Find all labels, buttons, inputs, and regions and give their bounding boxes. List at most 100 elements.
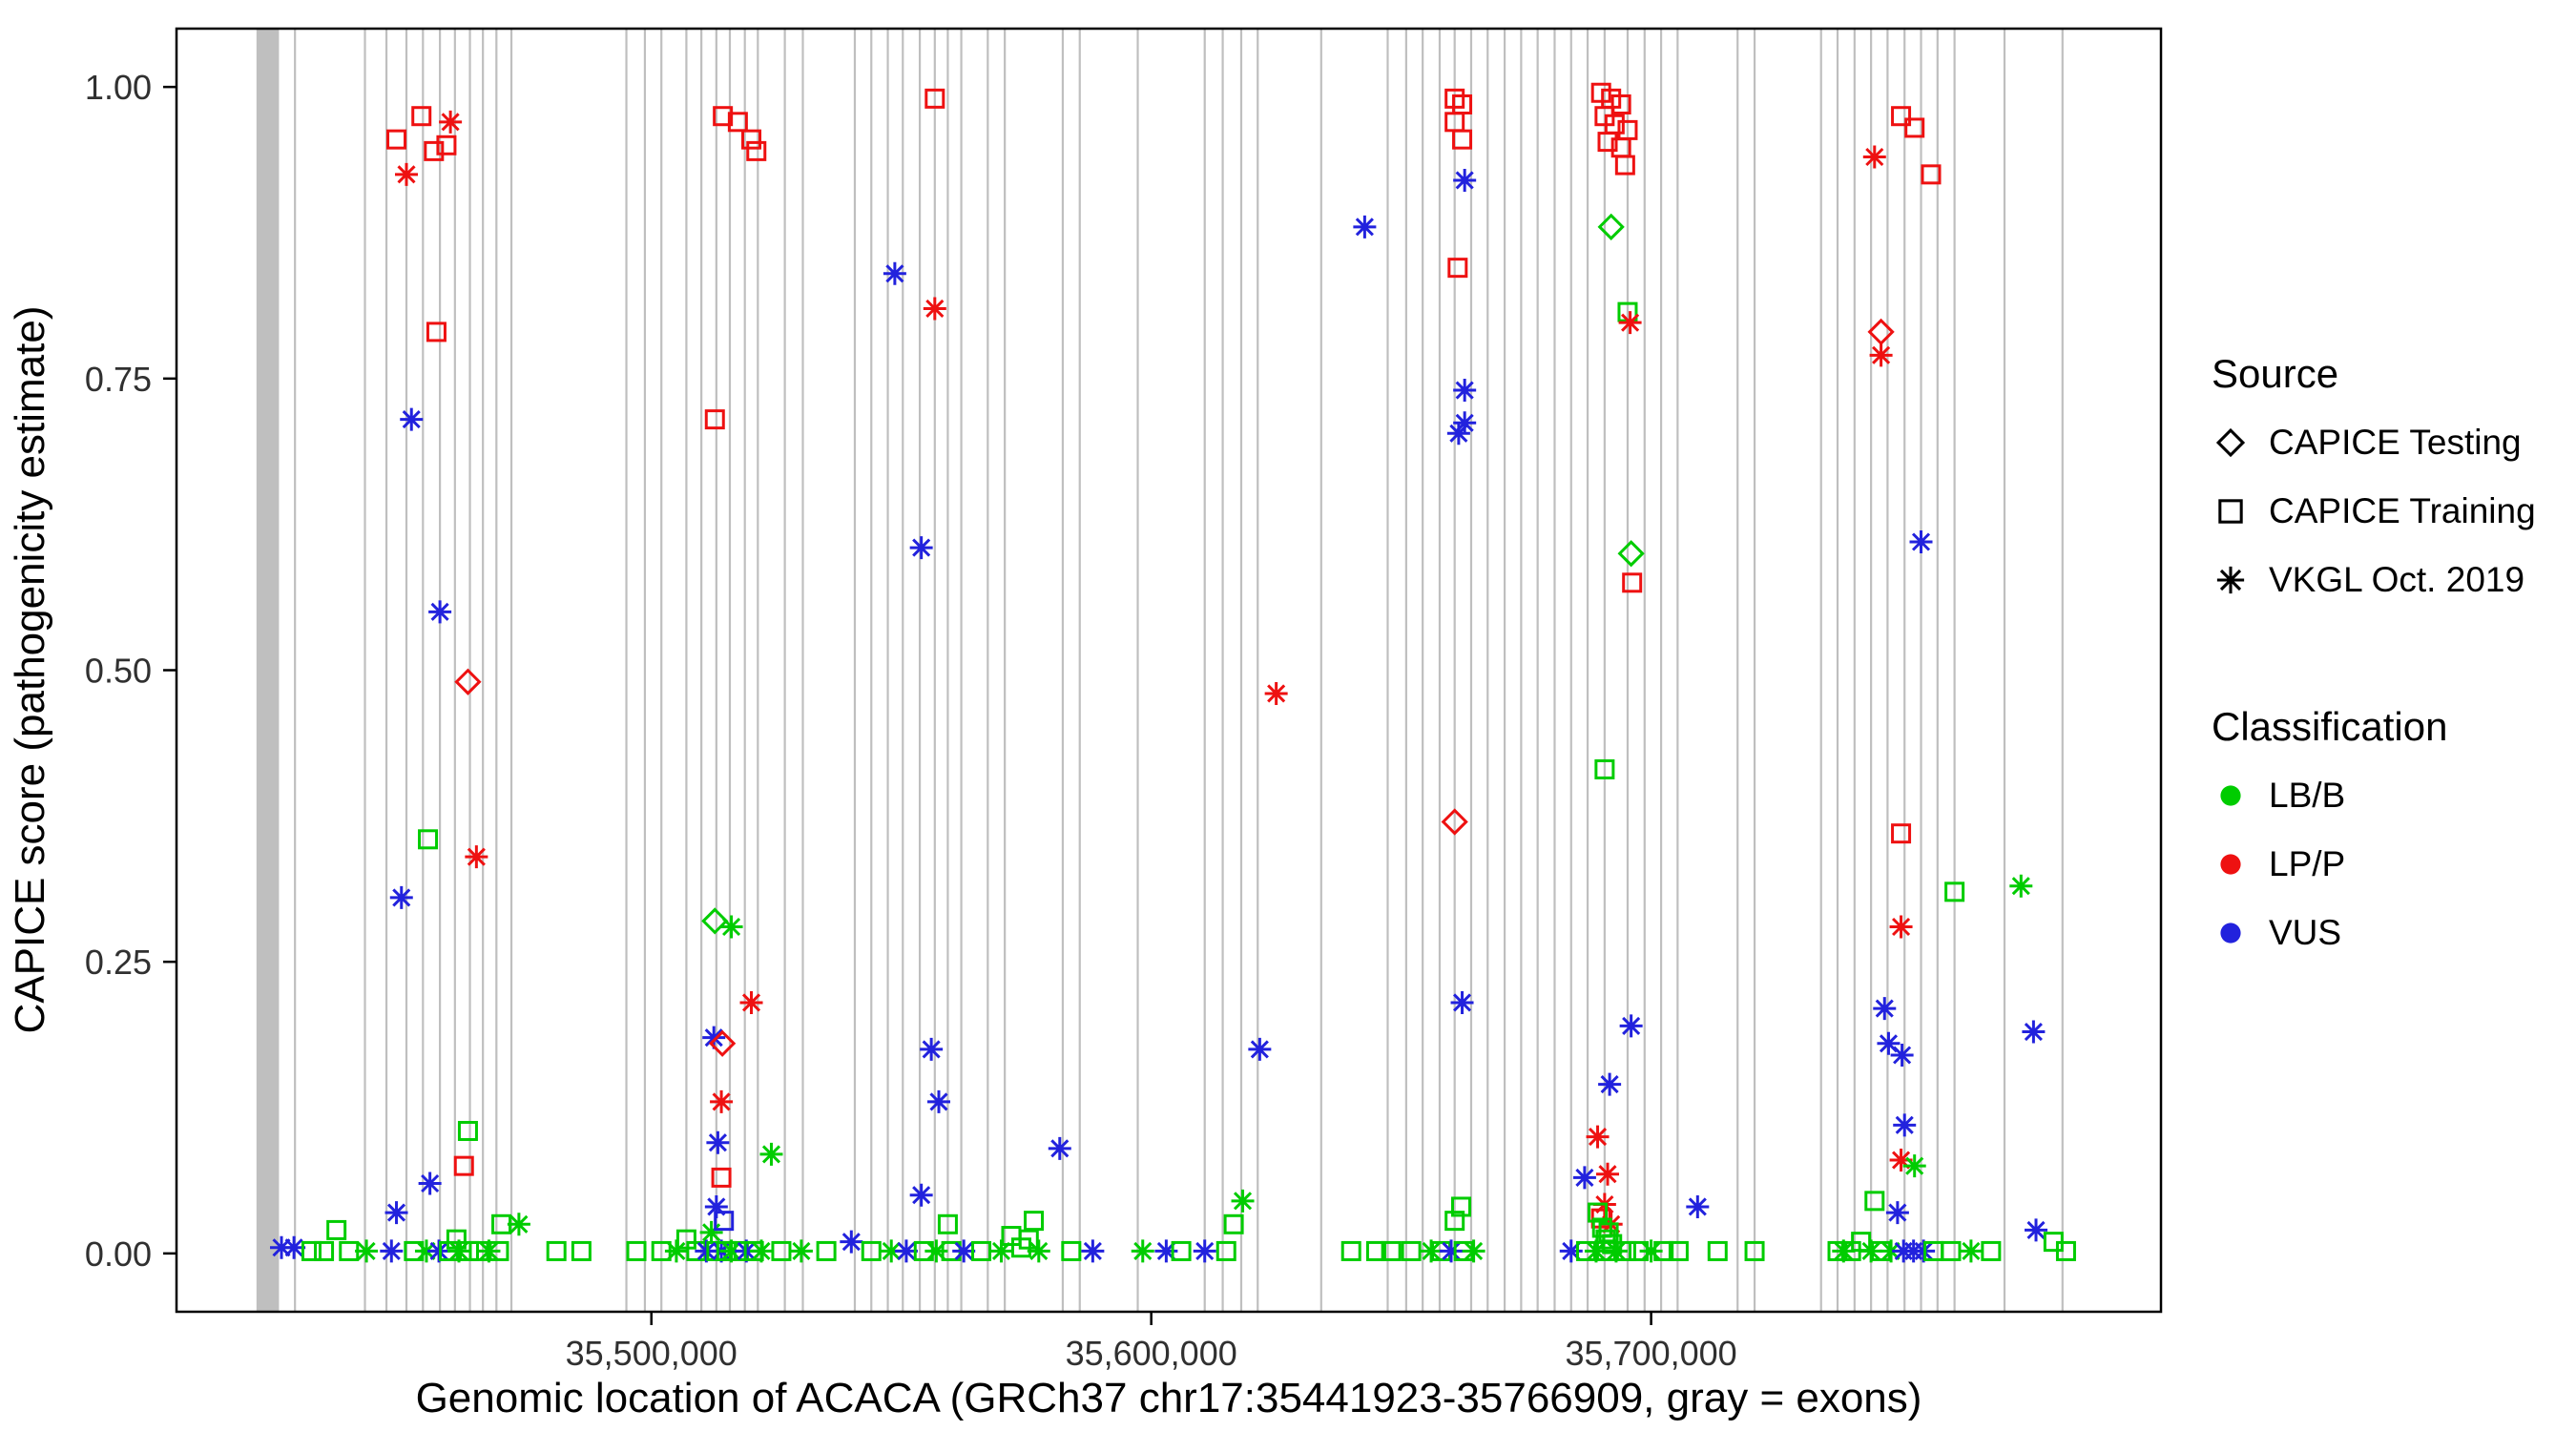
data-point-asterisk [1231, 1189, 1255, 1213]
data-point-asterisk [1889, 1149, 1913, 1172]
legend-source-title: Source [2212, 351, 2339, 396]
legend-item-capice-testing: CAPICE Testing [2212, 422, 2566, 464]
data-point-asterisk [909, 536, 933, 560]
y-tick-label: 0.00 [85, 1234, 152, 1274]
panel-border [175, 27, 2163, 1314]
legend-classification: Classification LB/B LP/P VUS [2212, 704, 2566, 981]
legend-classification-title: Classification [2212, 704, 2448, 749]
data-point-diamond [1441, 808, 1468, 836]
y-tick-label: 0.50 [85, 652, 152, 691]
data-point-square [1668, 1240, 1689, 1261]
data-point-square [1610, 93, 1631, 114]
data-point-asterisk [1154, 1239, 1178, 1263]
data-point-square [1597, 132, 1618, 153]
data-point-square [1450, 1196, 1471, 1217]
data-point-square [771, 1240, 792, 1261]
data-point-asterisk [1453, 379, 1477, 403]
lpp-dot-icon [2220, 854, 2241, 875]
data-point-square [326, 1219, 347, 1240]
legend-item-capice-training: CAPICE Training [2212, 490, 2566, 532]
data-point-asterisk [894, 1239, 918, 1263]
data-point-square [1981, 1240, 2002, 1261]
data-point-asterisk [465, 845, 488, 869]
data-point-asterisk [1248, 1037, 1272, 1061]
data-point-asterisk [920, 1037, 944, 1061]
data-point-diamond [1617, 540, 1645, 568]
data-point-square [711, 1167, 732, 1188]
data-point-square [1061, 1240, 1082, 1261]
data-point-asterisk [395, 162, 419, 186]
data-point-asterisk [924, 1239, 948, 1263]
data-point-asterisk [1048, 1136, 1071, 1160]
data-point-asterisk [355, 1239, 379, 1263]
data-point-asterisk [883, 261, 906, 285]
data-point-asterisk [880, 1239, 904, 1263]
data-point-square [1018, 1229, 1039, 1250]
data-point-square [1904, 117, 1925, 138]
y-tick-label: 0.75 [85, 360, 152, 399]
square-marker-icon [2218, 499, 2243, 524]
data-point-square [1595, 1229, 1616, 1250]
legend-label-capice-training: CAPICE Training [2269, 491, 2536, 530]
data-point-square [1447, 258, 1468, 279]
legend-label-lpp: LP/P [2269, 844, 2346, 883]
data-point-asterisk [759, 1142, 783, 1166]
data-point-asterisk [400, 407, 424, 431]
data-point-asterisk [380, 1239, 404, 1263]
data-point-asterisk [1639, 1239, 1663, 1263]
x-tick-label: 35,700,000 [1565, 1334, 1736, 1373]
data-point-square [2055, 1240, 2076, 1261]
data-point-asterisk [389, 885, 413, 909]
data-point-asterisk [1450, 990, 1474, 1014]
data-point-asterisk [749, 1239, 773, 1263]
legend-label-vus: VUS [2269, 913, 2342, 952]
data-point-asterisk [282, 1235, 306, 1259]
data-point-asterisk [1193, 1239, 1216, 1263]
data-point-asterisk [414, 1239, 438, 1263]
x-axis-title: Genomic location of ACACA (GRCh37 chr17:… [416, 1375, 1922, 1421]
data-point-asterisk [418, 1172, 442, 1195]
data-point-asterisk [428, 600, 452, 624]
data-point-asterisk [702, 1026, 726, 1049]
x-tick-label: 35,500,000 [566, 1334, 737, 1373]
data-point-square [314, 1240, 335, 1261]
data-point-asterisk [1889, 915, 1913, 939]
legend-item-vkgl: VKGL Oct. 2019 [2212, 559, 2566, 601]
data-point-asterisk [1902, 1154, 1926, 1178]
data-point-asterisk [1598, 1072, 1622, 1096]
data-point-square [727, 112, 748, 133]
data-point-square [1864, 1191, 1885, 1212]
data-point-square [704, 409, 725, 430]
data-point-square [1340, 1240, 1361, 1261]
data-point-asterisk [439, 110, 463, 134]
legend-source: Source CAPICE Testing CAPICE Training VK… [2212, 351, 2566, 628]
data-point-diamond [1867, 318, 1895, 346]
legend-item-vus: VUS [2212, 912, 2566, 954]
data-point-asterisk [1862, 145, 1886, 169]
data-point-asterisk [923, 297, 946, 321]
data-point-asterisk [704, 1194, 728, 1218]
data-point-square [1891, 823, 1912, 844]
data-point-asterisk [1893, 1113, 1917, 1137]
y-tick-label: 1.00 [85, 68, 152, 107]
data-point-square [1024, 1211, 1045, 1232]
data-point-asterisk [710, 1089, 734, 1113]
data-point-asterisk [664, 1239, 688, 1263]
data-point-asterisk [989, 1239, 1013, 1263]
data-point-square [1707, 1240, 1728, 1261]
data-point-asterisk [2025, 1218, 2048, 1242]
data-point-square [426, 321, 447, 342]
data-point-square [1594, 758, 1615, 779]
data-point-square [1452, 129, 1473, 150]
data-point-asterisk [1131, 1239, 1154, 1263]
lbb-dot-icon [2220, 785, 2241, 806]
data-point-square [1615, 1240, 1636, 1261]
data-point-asterisk [1873, 997, 1897, 1021]
legend-item-lpp: LP/P [2212, 843, 2566, 885]
y-axis-title: CAPICE score (pathogenicity estimate) [7, 306, 53, 1034]
data-point-square [411, 106, 432, 127]
data-point-asterisk [507, 1213, 530, 1236]
data-point-diamond [709, 1029, 737, 1057]
data-point-square [1223, 1213, 1244, 1234]
legend-label-lbb: LB/B [2269, 776, 2346, 815]
